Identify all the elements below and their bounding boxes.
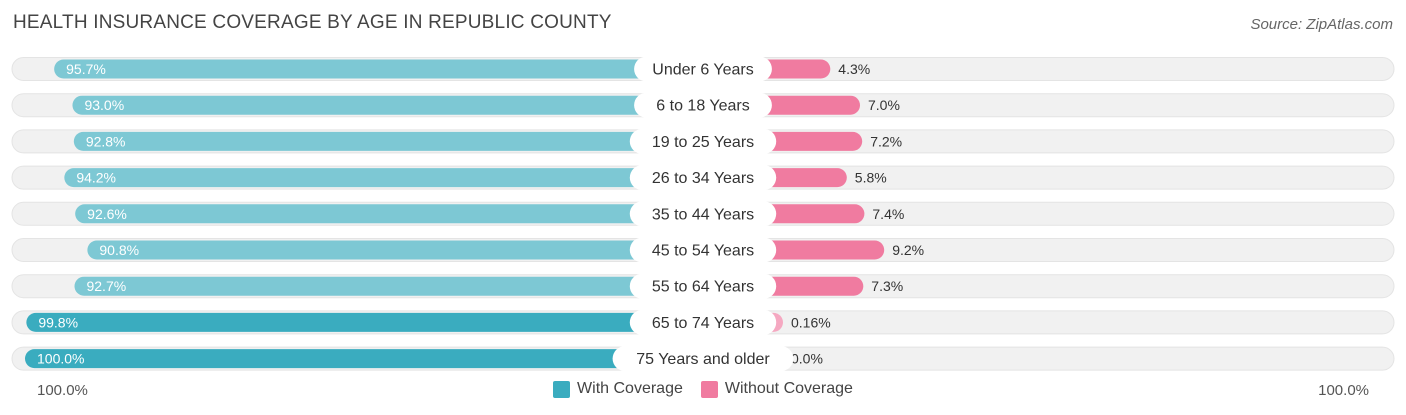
category-label: 6 to 18 Years — [656, 98, 749, 115]
value-label-without-coverage: 7.4% — [872, 206, 904, 222]
chart-row: 100.0% 0.0% 75 Years and older — [11, 346, 1395, 372]
chart-row: 94.2% 5.8% 26 to 34 Years — [11, 165, 1395, 191]
chart-row: 92.8% 7.2% 19 to 25 Years — [11, 128, 1395, 154]
value-label-with-coverage: 100.0% — [37, 351, 84, 367]
axis-label-left: 100.0% — [37, 382, 88, 399]
category-pill — [634, 56, 772, 82]
category-pill — [629, 128, 777, 154]
chart-row: 92.7% 7.3% 55 to 64 Years — [11, 273, 1395, 299]
chart-row: 99.8% 0.16% 65 to 74 Years — [11, 309, 1395, 335]
category-pill — [634, 92, 772, 118]
chart-row: 95.7% 4.3% Under 6 Years — [11, 56, 1395, 82]
category-pill — [629, 273, 777, 299]
category-label: 35 to 44 Years — [652, 206, 754, 223]
value-label-without-coverage: 5.8% — [855, 170, 887, 186]
legend: With Coverage Without Coverage — [0, 380, 1406, 398]
value-label-with-coverage: 94.2% — [76, 170, 116, 186]
category-label: 45 to 54 Years — [652, 243, 754, 260]
category-label: Under 6 Years — [652, 62, 753, 79]
bar-with-coverage — [75, 204, 703, 224]
category-pill — [629, 309, 777, 335]
chart-row: 92.6% 7.4% 35 to 44 Years — [11, 201, 1395, 227]
category-pill — [629, 237, 777, 263]
source-credit: Source: ZipAtlas.com — [1250, 16, 1393, 33]
value-label-with-coverage: 92.7% — [86, 278, 126, 294]
category-label: 19 to 25 Years — [652, 134, 754, 151]
category-pill — [612, 346, 794, 372]
bar-with-coverage — [54, 59, 704, 79]
bar-with-coverage — [64, 168, 704, 188]
legend-label-without-coverage: Without Coverage — [724, 380, 853, 397]
category-label: 26 to 34 Years — [652, 170, 754, 187]
bar-with-coverage — [87, 240, 704, 260]
value-label-with-coverage: 93.0% — [84, 97, 124, 113]
bar-with-coverage — [25, 349, 703, 369]
value-label-with-coverage: 90.8% — [99, 242, 139, 258]
category-pill — [629, 201, 777, 227]
chart-row: 90.8% 9.2% 45 to 54 Years — [11, 237, 1395, 263]
chart-title: HEALTH INSURANCE COVERAGE BY AGE IN REPU… — [13, 12, 612, 33]
category-label: 65 to 74 Years — [652, 315, 754, 332]
value-label-with-coverage: 95.7% — [66, 61, 106, 77]
legend-swatch-with-coverage — [553, 380, 571, 398]
value-label-without-coverage: 7.0% — [868, 97, 900, 113]
value-label-without-coverage: 7.3% — [871, 278, 903, 294]
bar-with-coverage — [72, 95, 703, 115]
category-label: 75 Years and older — [636, 351, 770, 368]
value-label-without-coverage: 9.2% — [892, 242, 924, 258]
category-label: 55 to 64 Years — [652, 279, 754, 296]
value-label-with-coverage: 92.8% — [86, 133, 126, 149]
legend-label-with-coverage: With Coverage — [577, 380, 683, 397]
chart-row: 93.0% 7.0% 6 to 18 Years — [11, 92, 1395, 118]
value-label-with-coverage: 99.8% — [38, 314, 78, 330]
axis-label-right: 100.0% — [1318, 382, 1369, 399]
value-label-with-coverage: 92.6% — [87, 206, 127, 222]
bar-chart: 95.7% 4.3% Under 6 Years 93.0% 7.0% 6 to 18 Y… — [11, 56, 1395, 372]
bar-with-coverage — [74, 276, 703, 296]
legend-item-without-coverage: Without Coverage — [700, 380, 853, 398]
category-pill — [629, 165, 777, 191]
value-label-without-coverage: 7.2% — [870, 133, 902, 149]
legend-swatch-without-coverage — [700, 380, 718, 398]
bar-with-coverage — [73, 131, 704, 151]
value-label-without-coverage: 4.3% — [838, 61, 870, 77]
value-label-without-coverage: 0.0% — [791, 351, 823, 367]
value-label-without-coverage: 0.16% — [791, 314, 831, 330]
bar-with-coverage — [26, 312, 703, 332]
legend-item-with-coverage: With Coverage — [553, 380, 683, 398]
